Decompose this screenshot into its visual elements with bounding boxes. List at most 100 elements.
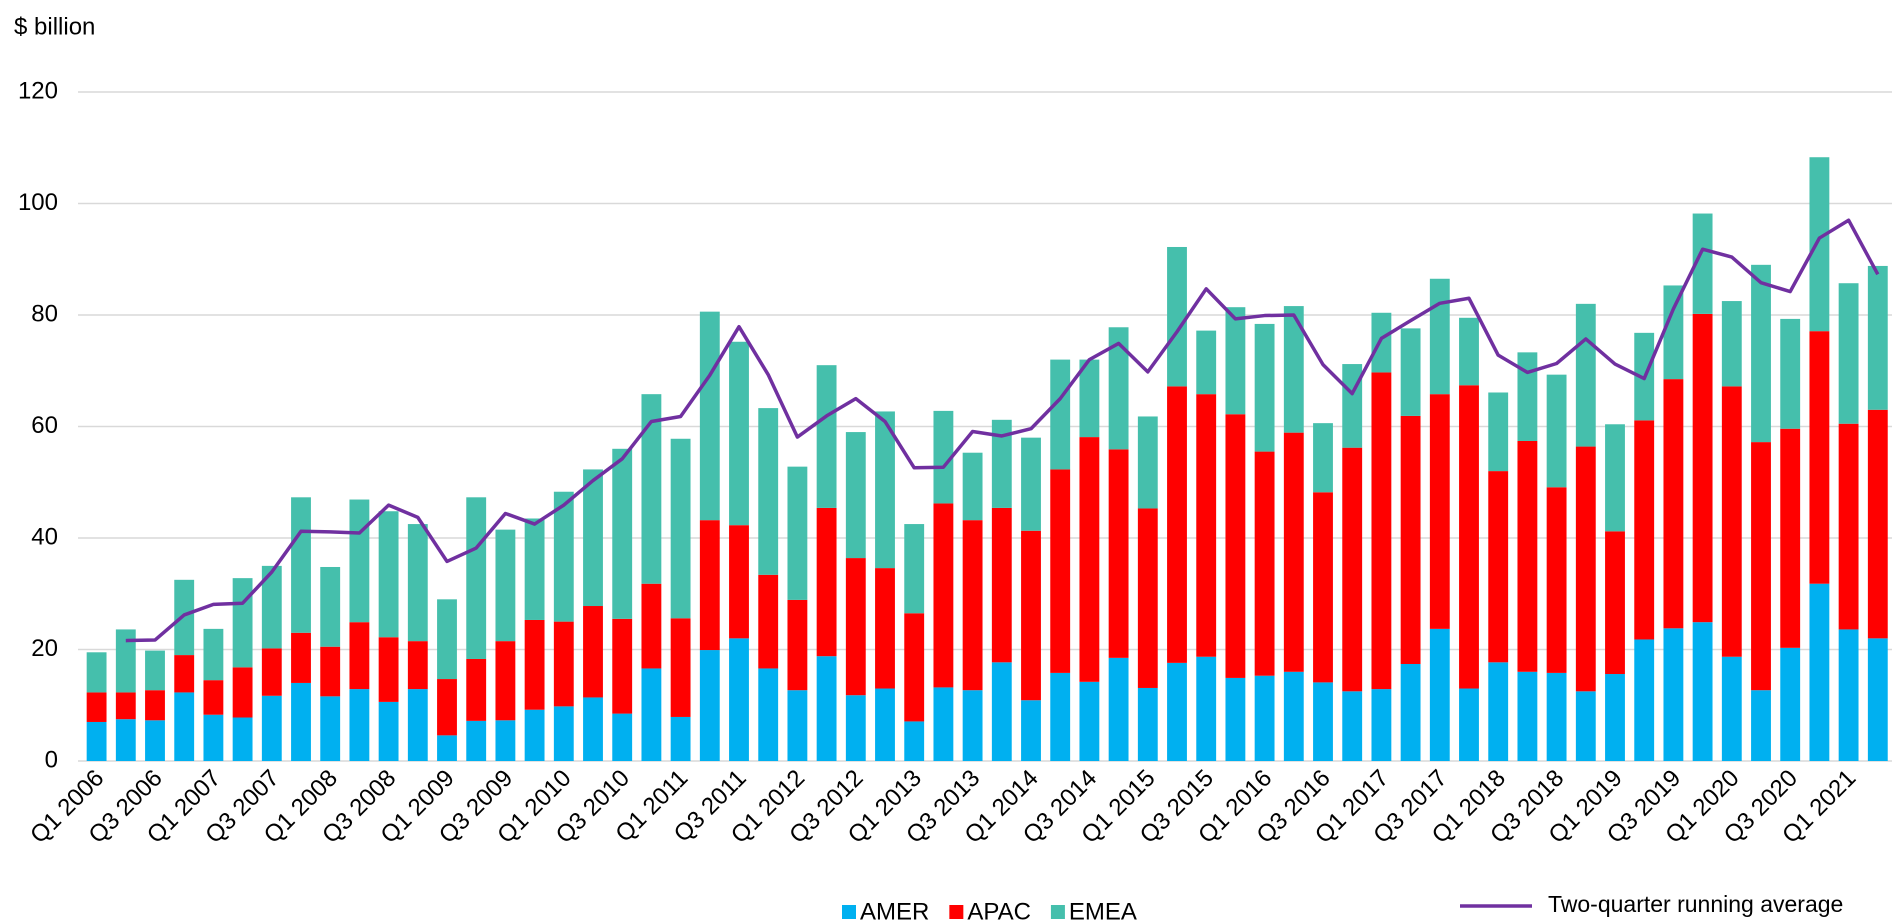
bar-segment <box>1167 662 1187 761</box>
bar-segment <box>1459 317 1479 386</box>
bar-segment <box>174 655 195 693</box>
bar-segment <box>378 511 399 638</box>
bar-segment <box>1108 657 1129 761</box>
bar-segment <box>1867 265 1888 410</box>
bar-segment <box>1575 691 1596 761</box>
bar-segment <box>1517 671 1538 761</box>
bar-segment <box>466 720 487 761</box>
bar-segment <box>1342 447 1363 692</box>
bar-segment <box>1838 629 1859 761</box>
bar-segment <box>1838 423 1859 630</box>
bar-segment <box>86 721 107 761</box>
bar-segment <box>991 662 1012 761</box>
bar-segment <box>86 652 107 693</box>
bar-segment <box>1692 313 1713 623</box>
bar-segment <box>1313 492 1333 683</box>
bar-segment <box>1575 303 1596 447</box>
bar-segment <box>1050 469 1071 673</box>
bar-segment <box>1605 674 1625 761</box>
bar-segment <box>641 394 662 584</box>
bar-segment <box>1196 330 1217 395</box>
bar-segment <box>816 507 837 657</box>
bar-segment <box>991 507 1012 663</box>
bar-segment <box>349 622 370 690</box>
bar-segment <box>320 696 341 761</box>
bar-segment <box>115 692 136 720</box>
bar-segment <box>1196 394 1217 657</box>
bar-segment <box>1137 687 1158 761</box>
y-tick-label: 40 <box>31 523 58 550</box>
bar-segment <box>1079 681 1100 761</box>
running-average-line <box>125 218 1880 643</box>
bar-segment <box>1167 386 1187 663</box>
bar-segment <box>437 599 457 680</box>
bar-segment <box>641 583 662 669</box>
bar-segment <box>1809 157 1830 332</box>
bar-segment <box>904 613 925 722</box>
bar-segment <box>145 650 165 691</box>
bar-segment <box>291 682 311 761</box>
bar-segment <box>291 497 311 633</box>
bar-segment <box>699 520 720 651</box>
bar-segment <box>875 411 895 569</box>
bar-segment <box>670 618 691 717</box>
bar-segment <box>1400 663 1421 761</box>
bar-segment <box>1225 414 1246 678</box>
bar-segment <box>612 448 633 619</box>
legend-label: APAC <box>967 898 1031 924</box>
bar-segment <box>1342 364 1363 448</box>
bar-segment <box>1400 328 1421 416</box>
bar-segment <box>378 701 399 761</box>
bar-segment <box>1605 531 1625 675</box>
bar-segment <box>291 632 311 683</box>
bar-segment <box>845 558 866 696</box>
bar-segment <box>145 690 165 721</box>
bar-segment <box>1488 392 1509 472</box>
bar-segment <box>495 720 516 761</box>
bar-segment <box>1721 301 1742 387</box>
bar-segment <box>174 579 195 656</box>
bar-segment <box>1371 372 1392 690</box>
bar-segment <box>1692 622 1713 761</box>
bar-segment <box>524 518 545 620</box>
bar-segment <box>1867 638 1888 761</box>
bar-segment <box>729 525 749 639</box>
bar-segment <box>1313 682 1333 761</box>
bar-segment <box>1488 662 1509 761</box>
bar-segment <box>962 452 983 521</box>
bar-segment <box>1429 278 1450 395</box>
bar-segment <box>1634 639 1655 761</box>
bar-segment <box>1283 306 1304 433</box>
bar-segment <box>583 606 603 698</box>
bar-segment <box>1751 264 1771 443</box>
bar-segment <box>86 692 107 722</box>
bar-segment <box>699 311 720 521</box>
bar-segment <box>1313 423 1333 493</box>
bar-segment <box>1079 437 1100 682</box>
bar-segment <box>875 688 895 761</box>
bar-segment <box>1429 628 1450 761</box>
bar-segment <box>1371 312 1392 373</box>
bar-segment <box>378 637 399 702</box>
bar-segment <box>1546 487 1567 673</box>
bar-segment <box>1342 691 1363 761</box>
bar-segment <box>641 668 662 761</box>
bar-segment <box>1225 307 1246 415</box>
bar-segment <box>583 469 603 607</box>
bar-segment <box>962 520 983 691</box>
bar-segment <box>612 713 633 761</box>
bar-segment <box>904 721 925 761</box>
bar-segment <box>203 628 224 681</box>
bar-segment <box>845 695 866 761</box>
bar-segment <box>261 695 282 761</box>
bar-segment <box>232 667 253 718</box>
bar-segment <box>1021 437 1041 531</box>
bar-segment <box>1663 628 1684 761</box>
bar-segment <box>349 689 370 761</box>
bar-segment <box>1021 530 1041 701</box>
bar-segment <box>1400 415 1421 664</box>
bar-segment <box>1751 442 1771 691</box>
bar-segment <box>904 524 925 614</box>
bar-segment <box>466 658 487 721</box>
bar-segment <box>758 668 779 761</box>
